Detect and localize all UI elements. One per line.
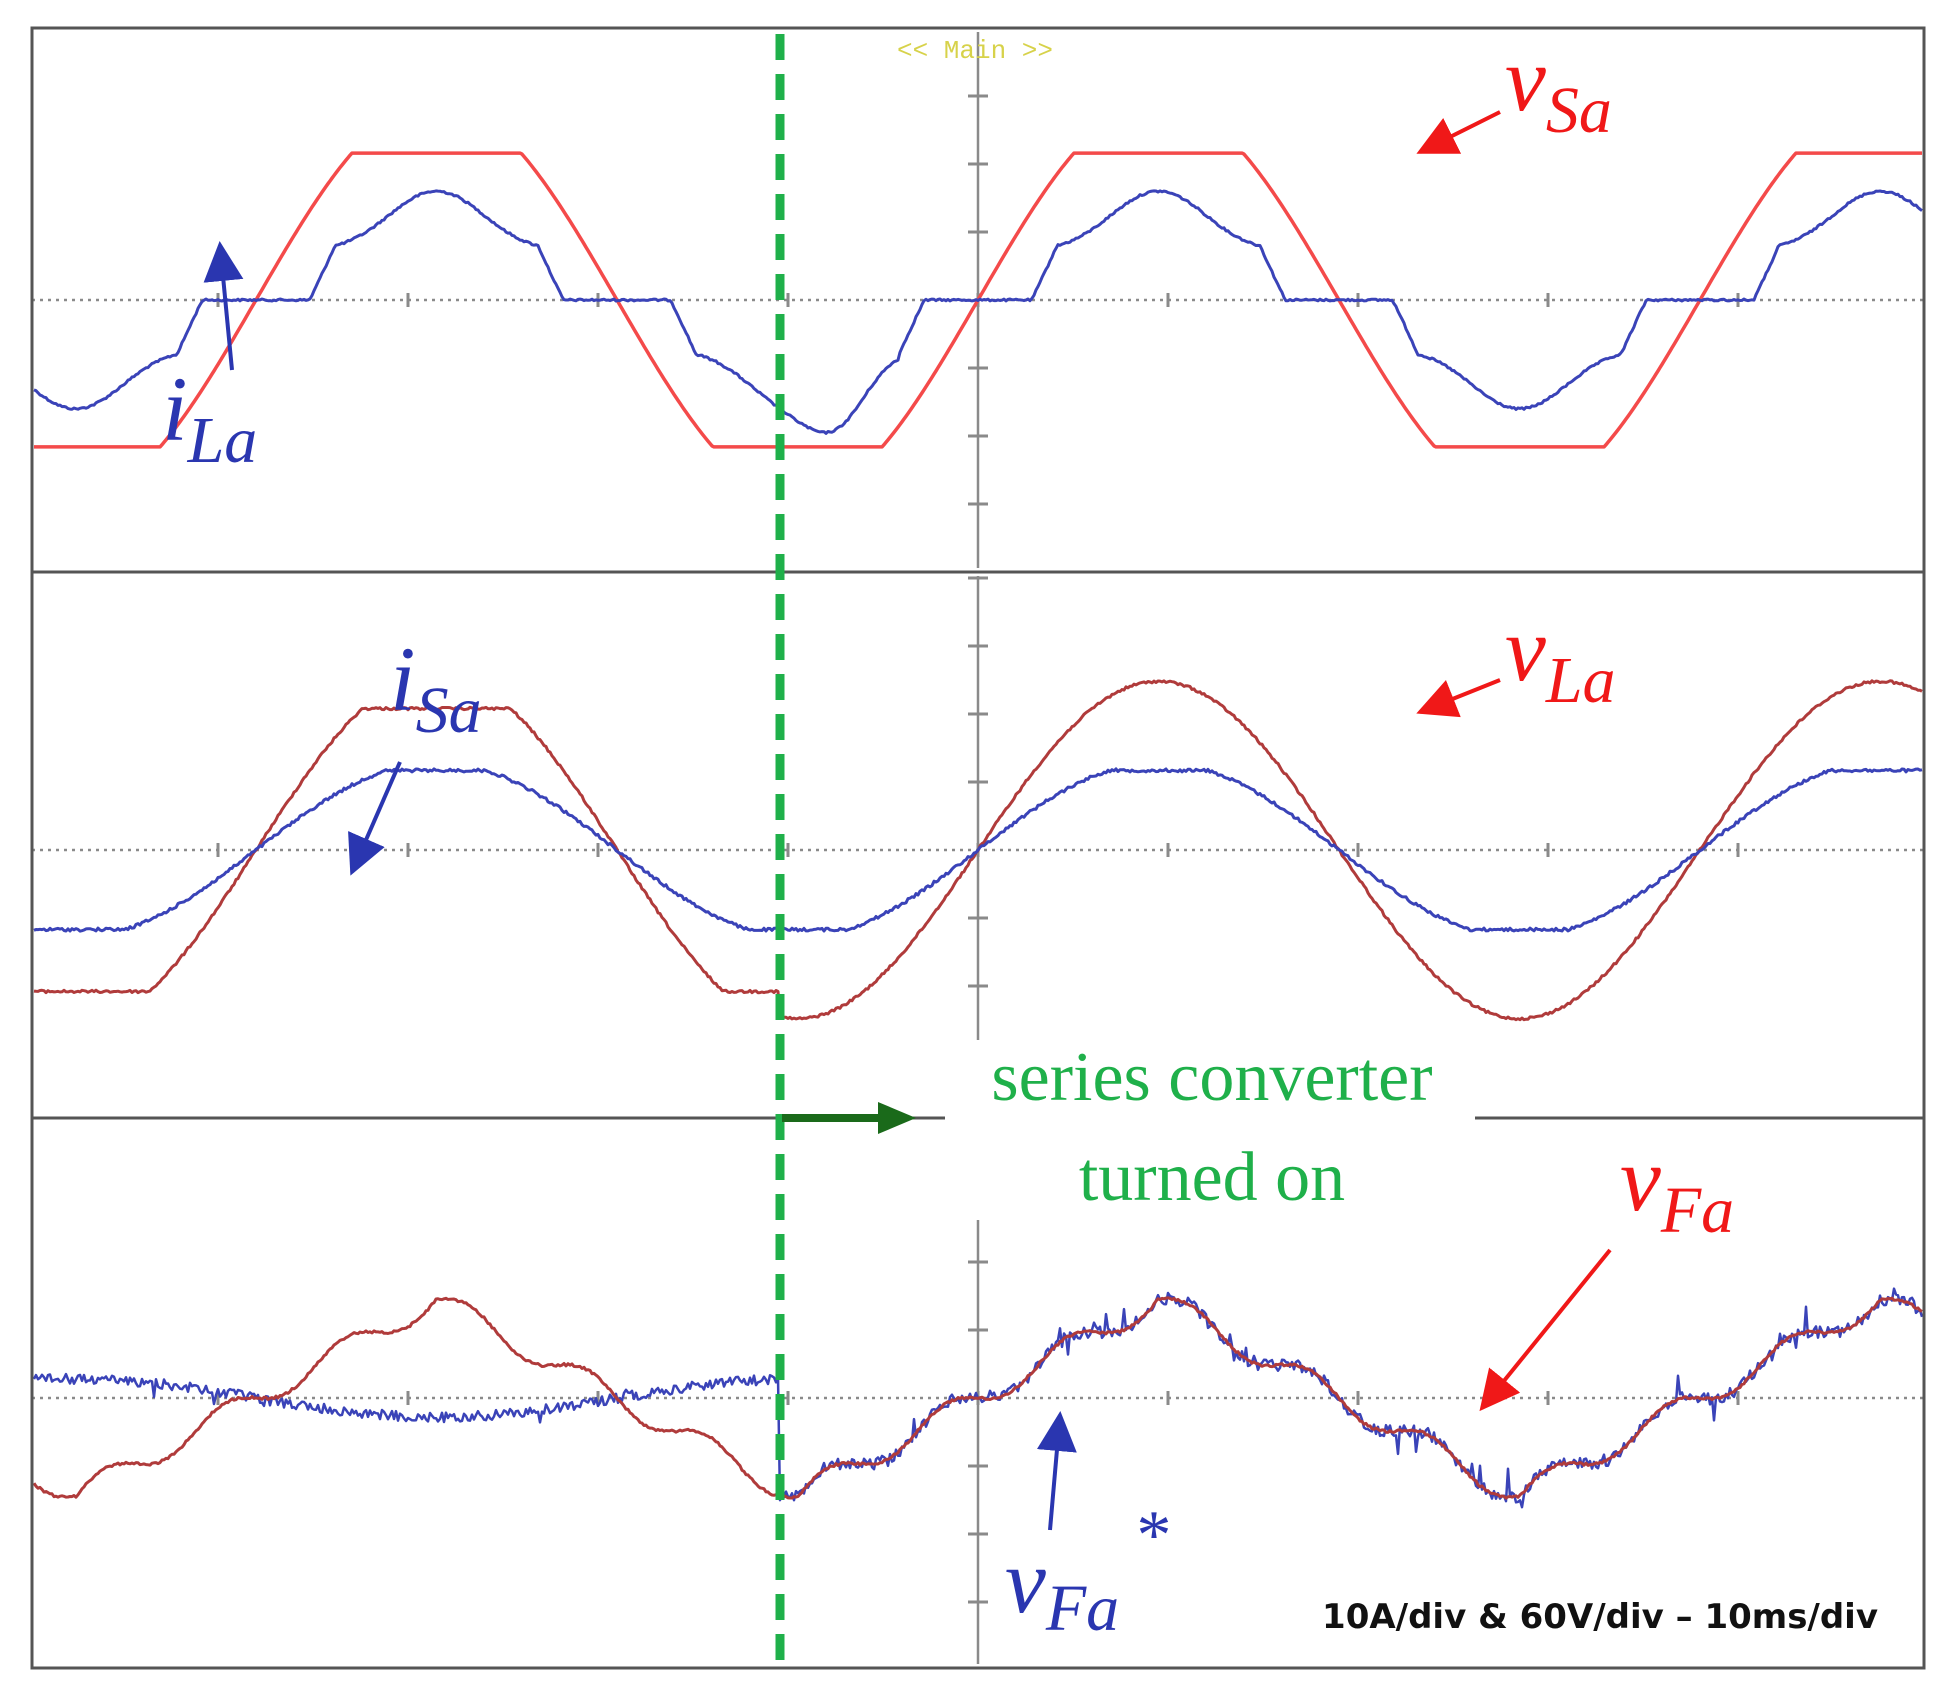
annotation-line-2: turned on (1079, 1139, 1345, 1216)
plot-frame (30, 26, 1926, 1670)
trace-iLa (33, 189, 1923, 435)
scope-mode-label: << Main >> (897, 36, 1053, 66)
scale-readout: 10A/div & 60V/div – 10ms/div (1322, 1597, 1878, 1637)
arrow-vFa-ref (1036, 1411, 1077, 1531)
arrow-vLa (1416, 678, 1501, 718)
annotation-line-1: series converter (991, 1039, 1432, 1116)
trace-vFa (32, 1296, 1923, 1500)
label-vFa: vFa (1620, 1128, 1734, 1247)
annotation-backdrop (945, 1040, 1475, 1220)
trace-iSa (33, 767, 1923, 933)
switch-on-arrow (782, 1102, 916, 1134)
arrow-vFa (1479, 1248, 1612, 1412)
arrow-iSa (348, 761, 402, 876)
traces (32, 151, 1924, 1509)
label-iLa: iLa (162, 358, 257, 477)
label-vSa: vSa (1505, 28, 1612, 147)
label-vLa: vLa (1505, 598, 1616, 717)
label-vFa-ref: vFa* (1005, 1497, 1168, 1645)
arrow-vSa (1416, 110, 1501, 154)
label-iSa: iSa (390, 628, 482, 747)
arrow-iLa (203, 241, 244, 371)
